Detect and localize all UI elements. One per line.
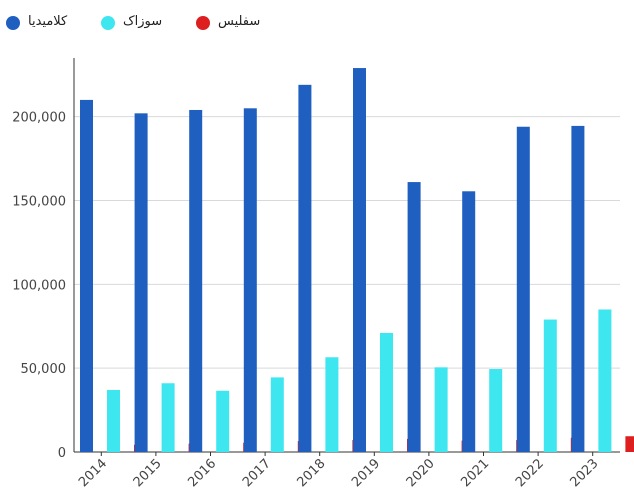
bar-1-2014 [80, 99, 93, 453]
x-tick-label-2015: 2015 [131, 456, 165, 490]
bar-2-2022 [543, 319, 557, 452]
bar-1-2023 [571, 125, 585, 452]
bar-1-2016 [189, 109, 203, 453]
x-tick-label-2021: 2021 [458, 456, 492, 490]
y-tick-label-3: 150,000 [12, 195, 66, 210]
bar-1-2015 [134, 113, 148, 452]
y-tick-label-4: 200,000 [12, 111, 66, 126]
bar-2-2018 [325, 357, 339, 452]
bar-2-2016 [216, 390, 230, 452]
legend-label-2: سوزاک [123, 14, 163, 29]
bar-2-2023 [598, 309, 612, 452]
bar-2-2015 [161, 383, 175, 452]
x-tick-label-2014: 2014 [76, 456, 110, 490]
bar-1-2022 [516, 126, 530, 453]
bar-2-2014 [107, 389, 120, 452]
bar-3-2023 [625, 436, 634, 452]
bar-1-2020 [407, 182, 421, 452]
legend-label-3: سفلیس [218, 14, 261, 29]
bar-1-2019 [353, 68, 366, 453]
x-tick-label-2017: 2017 [240, 456, 274, 490]
x-tick-label-2019: 2019 [349, 456, 383, 490]
x-tick-label-2022: 2022 [513, 456, 547, 490]
legend-swatch-3 [196, 16, 210, 30]
y-tick-label-1: 50,000 [21, 362, 67, 377]
bar-2-2020 [434, 367, 448, 452]
legend-swatch-1 [6, 16, 20, 30]
legend-swatch-2 [101, 16, 115, 30]
x-tick-label-2020: 2020 [404, 456, 438, 490]
x-tick-label-2023: 2023 [568, 456, 602, 490]
bar-1-2021 [462, 191, 476, 452]
x-tick-label-2018: 2018 [295, 456, 329, 490]
bar-2-2017 [270, 377, 284, 452]
bar-1-2018 [298, 84, 312, 452]
x-tick-label-2016: 2016 [185, 456, 219, 490]
bar-1-2017 [243, 108, 257, 452]
bar-2-2019 [380, 332, 393, 452]
bar-2-2021 [489, 369, 503, 452]
y-tick-label-2: 100,000 [12, 278, 66, 293]
y-tick-label-0: 0 [58, 446, 66, 461]
legend-label-1: کلامیدیا [28, 14, 68, 29]
